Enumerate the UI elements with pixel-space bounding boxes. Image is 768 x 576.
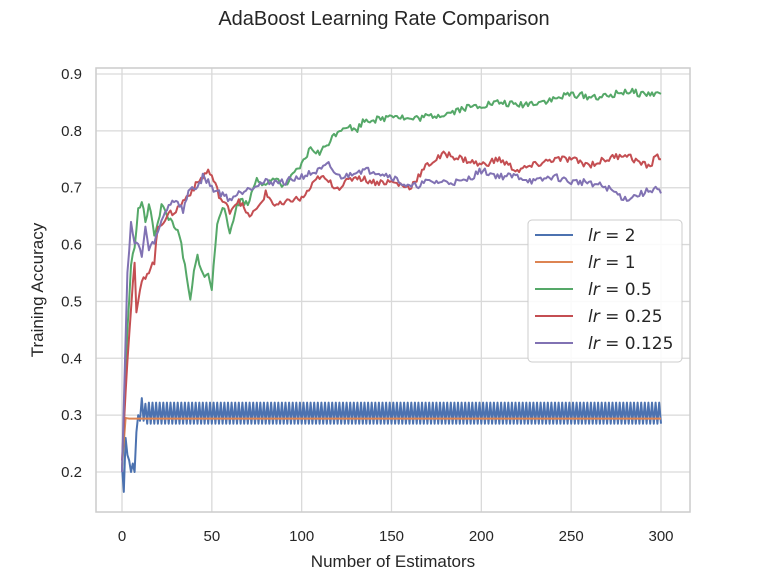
y-tick-label: 0.9 <box>61 66 82 83</box>
legend-label: lr = 2 <box>588 226 636 246</box>
y-tick-label: 0.2 <box>61 464 82 481</box>
y-tick-label: 0.5 <box>61 293 82 310</box>
y-tick-label: 0.3 <box>61 407 82 424</box>
series-line <box>121 397 662 493</box>
y-tick-label: 0.4 <box>61 350 82 367</box>
legend-label: lr = 1 <box>588 253 636 273</box>
data-series <box>121 87 662 493</box>
x-tick-label: 150 <box>379 528 404 545</box>
x-tick-label: 100 <box>289 528 314 545</box>
x-axis-ticks: 0 50 100 150 200 250 300 <box>118 528 674 545</box>
y-axis-label: Training Accuracy <box>28 222 47 357</box>
legend-label: lr = 0.5 <box>588 280 652 300</box>
x-tick-label: 200 <box>469 528 494 545</box>
x-tick-label: 50 <box>203 528 220 545</box>
legend-label: lr = 0.25 <box>588 307 663 327</box>
chart-title: AdaBoost Learning Rate Comparison <box>218 8 550 30</box>
legend-label: lr = 0.125 <box>588 334 673 354</box>
x-tick-label: 0 <box>118 528 126 545</box>
x-tick-label: 300 <box>648 528 673 545</box>
x-axis-label: Number of Estimators <box>311 552 475 571</box>
y-axis-ticks: 0.2 0.3 0.4 0.5 0.6 0.7 0.8 0.9 <box>61 66 82 481</box>
legend: lr = 2 lr = 1 lr = 0.5 lr = 0.25 lr = 0.125 <box>527 219 683 363</box>
y-tick-label: 0.7 <box>61 180 82 197</box>
y-tick-label: 0.8 <box>61 123 82 140</box>
series-line <box>121 150 661 461</box>
x-tick-label: 250 <box>559 528 584 545</box>
series-line <box>121 87 662 473</box>
series-line <box>121 161 662 473</box>
series-line <box>121 417 661 467</box>
plot-frame <box>95 67 691 513</box>
y-tick-label: 0.6 <box>61 237 82 254</box>
